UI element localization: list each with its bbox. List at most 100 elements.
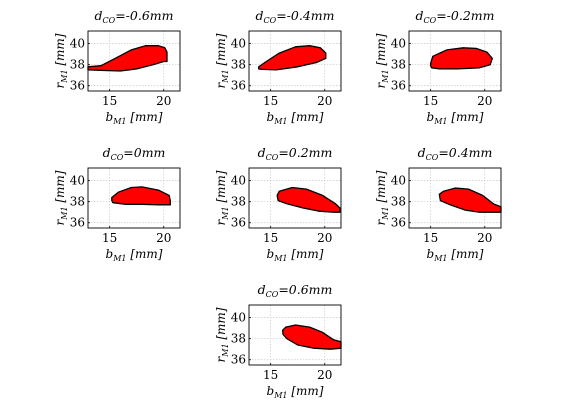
subplot-title-suffix: =-0.2mm <box>436 8 494 23</box>
x-axis-label-subscript: M1 <box>273 254 287 263</box>
x-axis-label-prefix: b <box>106 247 114 261</box>
x-axis-label-suffix: [mm] <box>127 247 163 261</box>
x-tick-label: 20 <box>317 94 332 108</box>
subplot-title-subscript: CO <box>264 16 277 25</box>
x-tick-label: 20 <box>156 231 171 245</box>
x-axis-label: bM1 [mm] <box>427 247 484 263</box>
y-axis-label-prefix: r <box>214 81 228 88</box>
y-axis-label: rM1 [mm] <box>53 170 69 225</box>
x-axis-label-suffix: [mm] <box>448 247 484 261</box>
x-tick-label: 20 <box>477 94 492 108</box>
subplot-title-suffix: =-0.4mm <box>276 8 334 23</box>
y-axis-label: rM1 [mm] <box>214 33 230 88</box>
x-tick-label: 15 <box>263 94 278 108</box>
subplot-title-prefix: d <box>418 145 426 160</box>
feasible-region <box>111 186 171 206</box>
subplot-title-subscript: CO <box>266 153 279 162</box>
y-tick-label: 38 <box>70 195 85 209</box>
subplot-title-subscript: CO <box>103 16 116 25</box>
y-axis-label-suffix: [mm] <box>214 307 228 343</box>
x-axis-label-prefix: b <box>267 110 275 124</box>
y-axis-label-suffix: [mm] <box>53 170 67 206</box>
axes-frame <box>87 30 181 92</box>
x-axis-label-subscript: M1 <box>273 391 287 400</box>
subplot-title-subscript: CO <box>111 153 124 162</box>
x-axis-label-subscript: M1 <box>273 117 287 126</box>
subplot-title: dCO=-0.6mm <box>95 8 174 25</box>
axes-frame <box>408 167 502 229</box>
x-tick-label: 15 <box>263 368 278 382</box>
y-tick-label: 38 <box>391 195 406 209</box>
y-tick-label: 36 <box>391 216 406 230</box>
y-tick-label: 38 <box>231 332 246 346</box>
subplot-title-prefix: d <box>258 282 266 297</box>
y-tick-label: 40 <box>70 174 85 188</box>
feasible-region <box>258 45 327 71</box>
axes-frame <box>248 304 342 366</box>
x-axis-label-prefix: b <box>106 110 114 124</box>
y-tick-label: 40 <box>391 174 406 188</box>
x-tick-label: 20 <box>156 94 171 108</box>
y-tick-label: 38 <box>231 58 246 72</box>
y-axis-label-prefix: r <box>53 218 67 225</box>
subplot-title-suffix: =0.4mm <box>438 145 492 160</box>
x-axis-label: bM1 [mm] <box>106 110 163 126</box>
y-axis-label-suffix: [mm] <box>374 33 388 69</box>
feasible-region <box>276 186 341 213</box>
x-axis-label-prefix: b <box>267 384 275 398</box>
x-axis-label-prefix: b <box>267 247 275 261</box>
y-tick-label: 36 <box>391 79 406 93</box>
x-tick-label: 15 <box>423 94 438 108</box>
y-tick-label: 36 <box>70 216 85 230</box>
subplot-title-prefix: d <box>256 8 264 23</box>
x-axis-label-suffix: [mm] <box>288 110 324 124</box>
y-axis-label-subscript: M1 <box>221 343 230 357</box>
x-axis-label-subscript: M1 <box>112 117 126 126</box>
y-axis-label-suffix: [mm] <box>214 33 228 69</box>
y-axis-label: rM1 [mm] <box>374 33 390 88</box>
y-axis-label-suffix: [mm] <box>214 170 228 206</box>
subplot-title-suffix: =0.2mm <box>278 145 332 160</box>
x-axis-label-prefix: b <box>427 247 435 261</box>
subplot-title: dCO=-0.2mm <box>416 8 495 25</box>
x-tick-label: 15 <box>102 94 117 108</box>
x-tick-label: 20 <box>317 368 332 382</box>
x-tick-label: 20 <box>317 231 332 245</box>
axes-frame <box>408 30 502 92</box>
subplot-title: dCO=0.2mm <box>258 145 333 162</box>
y-axis-label: rM1 [mm] <box>53 33 69 88</box>
y-axis-label: rM1 [mm] <box>214 307 230 362</box>
y-tick-label: 40 <box>231 174 246 188</box>
x-axis-label: bM1 [mm] <box>106 247 163 263</box>
y-tick-label: 40 <box>70 37 85 51</box>
x-tick-label: 15 <box>423 231 438 245</box>
subplot-title-subscript: CO <box>266 290 279 299</box>
y-axis-label: rM1 [mm] <box>374 170 390 225</box>
x-axis-label-suffix: [mm] <box>288 247 324 261</box>
feasible-region <box>87 45 168 72</box>
x-tick-label: 15 <box>102 231 117 245</box>
y-axis-label-subscript: M1 <box>381 206 390 220</box>
y-axis-label-prefix: r <box>374 218 388 225</box>
feasible-region <box>429 47 493 70</box>
y-axis-label-suffix: [mm] <box>53 33 67 69</box>
axes-frame <box>87 167 181 229</box>
x-axis-label-suffix: [mm] <box>448 110 484 124</box>
subplot-title-suffix: =0mm <box>123 145 165 160</box>
subplot-title: dCO=0.6mm <box>258 282 333 299</box>
x-axis-label-subscript: M1 <box>112 254 126 263</box>
subplot-title: dCO=-0.4mm <box>256 8 335 25</box>
subplot-title-prefix: d <box>95 8 103 23</box>
y-tick-label: 36 <box>231 79 246 93</box>
axes-frame <box>248 167 342 229</box>
y-axis-label: rM1 [mm] <box>214 170 230 225</box>
y-axis-label-prefix: r <box>53 81 67 88</box>
x-tick-label: 15 <box>263 231 278 245</box>
x-axis-label-subscript: M1 <box>433 254 447 263</box>
